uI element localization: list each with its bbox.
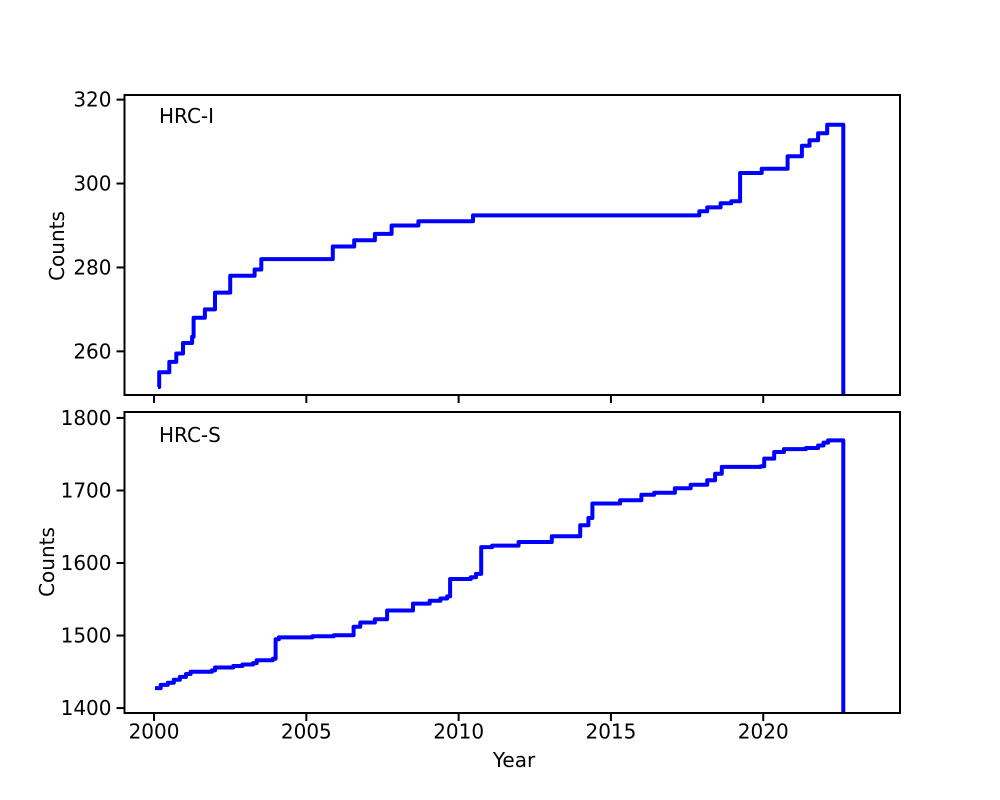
x-tick-label: 2015 — [585, 720, 636, 744]
y-axis-label-bottom: Counts — [35, 527, 59, 597]
step-line-hrc-s — [155, 438, 846, 713]
y-tick-label: 1500 — [61, 624, 112, 648]
y-tick-label: 300 — [73, 172, 111, 196]
x-tick-label: 2005 — [281, 720, 332, 744]
x-axis-label: Year — [492, 748, 536, 772]
x-tick-label: 2000 — [129, 720, 180, 744]
y-tick-label: 320 — [73, 88, 111, 112]
y-tick-label: 260 — [73, 339, 111, 363]
y-tick-label: 1700 — [61, 478, 112, 502]
x-tick-label: 2010 — [433, 720, 484, 744]
y-tick-label: 1800 — [61, 406, 112, 430]
step-line-hrc-i — [157, 122, 846, 395]
panel-annotation-hrc-i: HRC-I — [159, 104, 215, 128]
panel-annotation-hrc-s: HRC-S — [159, 423, 221, 447]
y-tick-label: 1600 — [61, 551, 112, 575]
axes-spines-hrc-i — [123, 94, 901, 396]
y-axis-label-top: Counts — [45, 211, 69, 281]
y-tick-label: 280 — [73, 255, 111, 279]
x-tick-label: 2020 — [738, 720, 789, 744]
y-tick-label: 1400 — [61, 696, 112, 720]
axes-spines-hrc-s — [123, 411, 901, 714]
